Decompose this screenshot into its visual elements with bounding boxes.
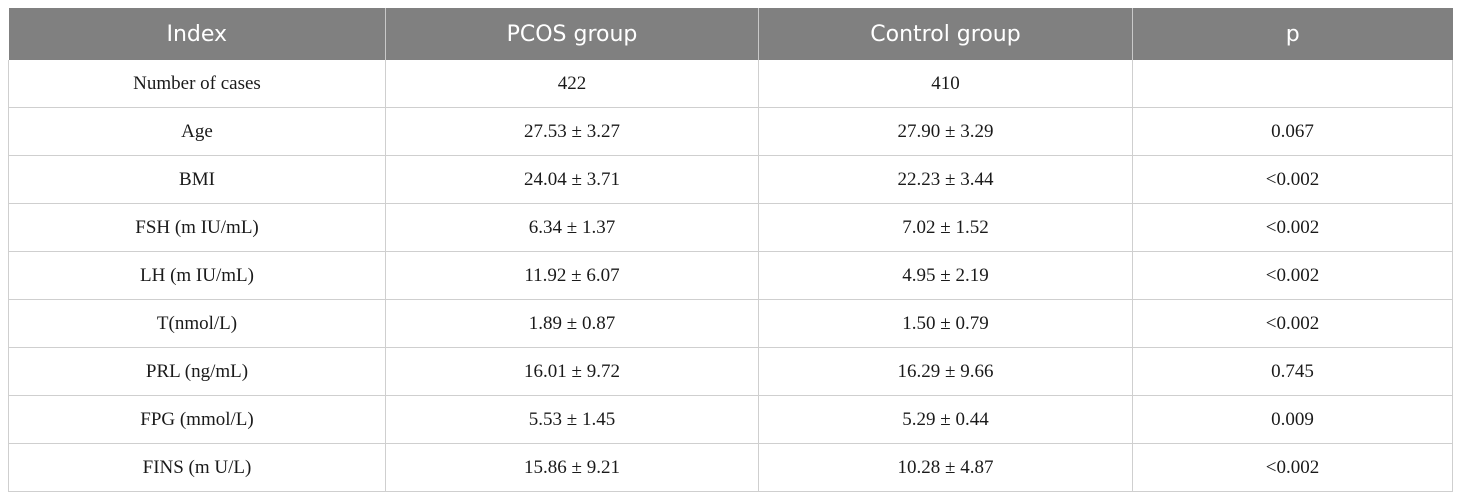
table-row: LH (m IU/mL) 11.92 ± 6.07 4.95 ± 2.19 <0… <box>8 251 1453 300</box>
row-label: FPG (mmol/L) <box>8 395 386 444</box>
table-row: T(nmol/L) 1.89 ± 0.87 1.50 ± 0.79 <0.002 <box>8 299 1453 348</box>
table-header: Index PCOS group Control group p <box>8 8 1453 60</box>
p-value: <0.002 <box>1132 251 1453 300</box>
p-value: <0.002 <box>1132 155 1453 204</box>
row-label: FSH (m IU/mL) <box>8 203 386 252</box>
row-label: FINS (m U/L) <box>8 443 386 492</box>
control-value: 4.95 ± 2.19 <box>758 251 1133 300</box>
control-value: 7.02 ± 1.52 <box>758 203 1133 252</box>
p-value: <0.002 <box>1132 203 1453 252</box>
row-label: BMI <box>8 155 386 204</box>
table-row: FPG (mmol/L) 5.53 ± 1.45 5.29 ± 0.44 0.0… <box>8 395 1453 444</box>
table-row: FINS (m U/L) 15.86 ± 9.21 10.28 ± 4.87 <… <box>8 443 1453 492</box>
table-row: Number of cases 422 410 <box>8 60 1453 108</box>
table-row: BMI 24.04 ± 3.71 22.23 ± 3.44 <0.002 <box>8 155 1453 204</box>
control-value: 5.29 ± 0.44 <box>758 395 1133 444</box>
control-value: 27.90 ± 3.29 <box>758 107 1133 156</box>
control-value: 10.28 ± 4.87 <box>758 443 1133 492</box>
control-value: 1.50 ± 0.79 <box>758 299 1133 348</box>
p-value: 0.009 <box>1132 395 1453 444</box>
pcos-value: 11.92 ± 6.07 <box>385 251 759 300</box>
pcos-value: 15.86 ± 9.21 <box>385 443 759 492</box>
pcos-value: 5.53 ± 1.45 <box>385 395 759 444</box>
data-table: Index PCOS group Control group p Number … <box>8 8 1453 492</box>
table-row: PRL (ng/mL) 16.01 ± 9.72 16.29 ± 9.66 0.… <box>8 347 1453 396</box>
p-value <box>1132 60 1453 108</box>
row-label: T(nmol/L) <box>8 299 386 348</box>
header-index: Index <box>8 8 386 60</box>
pcos-value: 27.53 ± 3.27 <box>385 107 759 156</box>
row-label: Age <box>8 107 386 156</box>
row-label: PRL (ng/mL) <box>8 347 386 396</box>
pcos-value: 6.34 ± 1.37 <box>385 203 759 252</box>
p-value: 0.745 <box>1132 347 1453 396</box>
pcos-value: 1.89 ± 0.87 <box>385 299 759 348</box>
table-row: Age 27.53 ± 3.27 27.90 ± 3.29 0.067 <box>8 107 1453 156</box>
header-row: Index PCOS group Control group p <box>8 8 1453 60</box>
p-value: <0.002 <box>1132 443 1453 492</box>
pcos-value: 16.01 ± 9.72 <box>385 347 759 396</box>
row-label: Number of cases <box>8 60 386 108</box>
data-table-container: Index PCOS group Control group p Number … <box>8 8 1453 492</box>
row-label: LH (m IU/mL) <box>8 251 386 300</box>
header-p-value: p <box>1132 8 1453 60</box>
control-value: 22.23 ± 3.44 <box>758 155 1133 204</box>
p-value: 0.067 <box>1132 107 1453 156</box>
p-value: <0.002 <box>1132 299 1453 348</box>
header-pcos-group: PCOS group <box>385 8 759 60</box>
table-row: FSH (m IU/mL) 6.34 ± 1.37 7.02 ± 1.52 <0… <box>8 203 1453 252</box>
table-body: Number of cases 422 410 Age 27.53 ± 3.27… <box>8 60 1453 492</box>
control-value: 410 <box>758 60 1133 108</box>
control-value: 16.29 ± 9.66 <box>758 347 1133 396</box>
header-control-group: Control group <box>758 8 1133 60</box>
pcos-value: 24.04 ± 3.71 <box>385 155 759 204</box>
pcos-value: 422 <box>385 60 759 108</box>
